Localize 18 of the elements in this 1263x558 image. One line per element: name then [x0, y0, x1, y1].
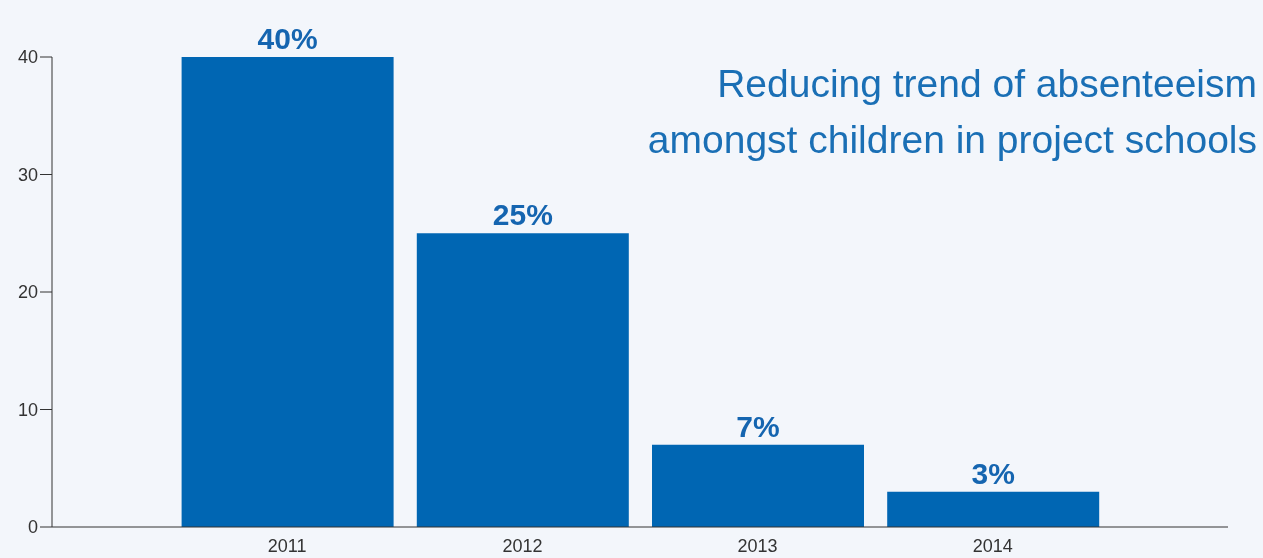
x-tick-label: 2011	[267, 535, 307, 556]
bar	[887, 491, 1100, 527]
x-tick-label: 2013	[737, 535, 778, 556]
data-label: 40%	[257, 22, 318, 55]
data-label: 7%	[736, 409, 780, 443]
bar	[416, 233, 629, 527]
data-label: 25%	[492, 198, 553, 232]
text: Reducing trend of absenteeism amongst children in project schools	[647, 61, 1257, 163]
y-tick-label: 10	[17, 399, 38, 420]
y-tick-label: 40	[17, 47, 38, 68]
x-tick-label: 2012	[502, 535, 543, 556]
y-tick-label: 30	[17, 164, 38, 185]
y-tick-label: 0	[27, 517, 38, 538]
x-tick-label: 2014	[972, 535, 1013, 556]
bar	[181, 57, 394, 527]
data-label: 3%	[971, 456, 1015, 490]
y-tick-label: 20	[17, 282, 38, 303]
bar	[652, 444, 864, 527]
